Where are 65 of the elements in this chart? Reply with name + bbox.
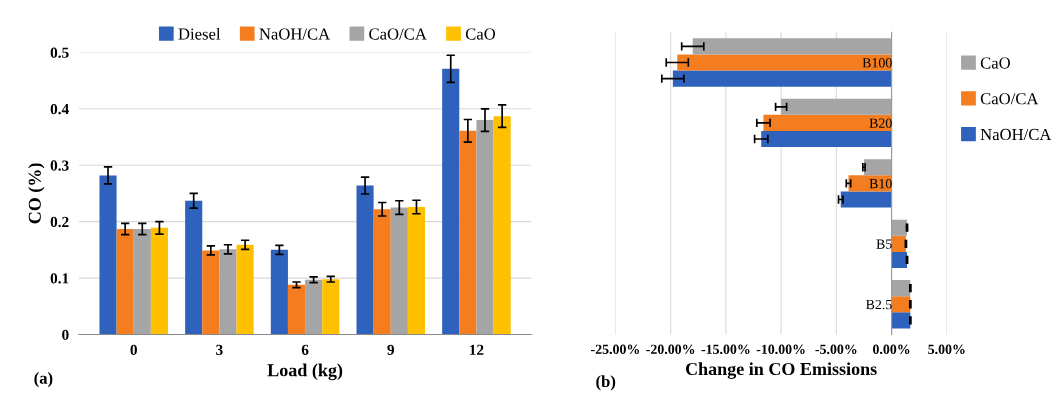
legend-label: NaOH/CA (259, 28, 331, 40)
y-tick-label: 0.3 (50, 160, 69, 171)
x-tick-label: 5.00% (928, 344, 965, 355)
bar (459, 130, 477, 335)
x-axis-title: Load (kg) (267, 363, 343, 381)
bar (373, 209, 391, 335)
bar (322, 279, 340, 335)
bar (150, 227, 168, 335)
bar (891, 251, 908, 268)
y-tick-label: 0.5 (50, 47, 69, 58)
legend-label: CaO/CA (369, 28, 427, 40)
x-axis-title: Change in CO Emissions (685, 362, 877, 379)
bar (848, 175, 892, 192)
y-tick-label: B100 (862, 58, 892, 68)
legend-label: Diesel (178, 27, 221, 40)
bar (287, 284, 306, 335)
bar (407, 206, 426, 335)
bar (305, 279, 323, 335)
x-tick-label: -25.00% (591, 344, 639, 355)
y-tick-label: B20 (869, 118, 892, 128)
bar (493, 116, 511, 335)
bar (677, 54, 892, 71)
bar (133, 228, 151, 335)
bar (236, 244, 254, 335)
y-tick-label: 0.4 (50, 103, 69, 115)
bar (356, 185, 374, 335)
x-tick-label: 0 (130, 344, 137, 355)
y-tick-label: 0.1 (50, 273, 69, 284)
bar (891, 235, 906, 252)
x-tick-label: -20.00% (646, 344, 695, 355)
bar (202, 250, 220, 335)
x-tick-label: 0.00% (873, 344, 910, 355)
bar (185, 200, 203, 335)
legend-label: CaO/CA (980, 93, 1039, 105)
bar (761, 130, 892, 148)
x-tick-label: 9 (387, 344, 395, 355)
bar (891, 296, 911, 313)
y-tick-label: B2.5 (866, 299, 892, 310)
x-tick-label: 12 (470, 344, 484, 355)
bar (270, 249, 288, 335)
x-tick-label: 3 (216, 344, 223, 355)
y-tick-label: B10 (869, 178, 892, 189)
y-tick-label: B5 (876, 239, 892, 249)
legend-label: CaO (980, 57, 1010, 69)
bar (442, 68, 460, 335)
text: (a) (34, 372, 53, 388)
text: (b) (596, 375, 616, 391)
x-tick-label: -15.00% (701, 344, 750, 355)
bar (390, 207, 408, 335)
bar (840, 191, 892, 208)
bar (116, 228, 134, 335)
bar (672, 70, 892, 87)
bar (476, 120, 494, 335)
y-axis-title: CO (%) (28, 163, 45, 224)
legend-label: NaOH/CA (980, 128, 1052, 141)
legend-label: CaO (465, 28, 496, 40)
bar (99, 175, 117, 335)
x-tick-label: 6 (301, 344, 309, 355)
bar (763, 114, 892, 131)
bar (219, 249, 237, 335)
x-tick-label: -10.00% (756, 344, 805, 355)
y-tick-label: 0 (62, 329, 69, 340)
x-tick-label: -5.00% (815, 344, 857, 355)
y-tick-label: 0.2 (50, 216, 69, 228)
bar (891, 312, 911, 329)
